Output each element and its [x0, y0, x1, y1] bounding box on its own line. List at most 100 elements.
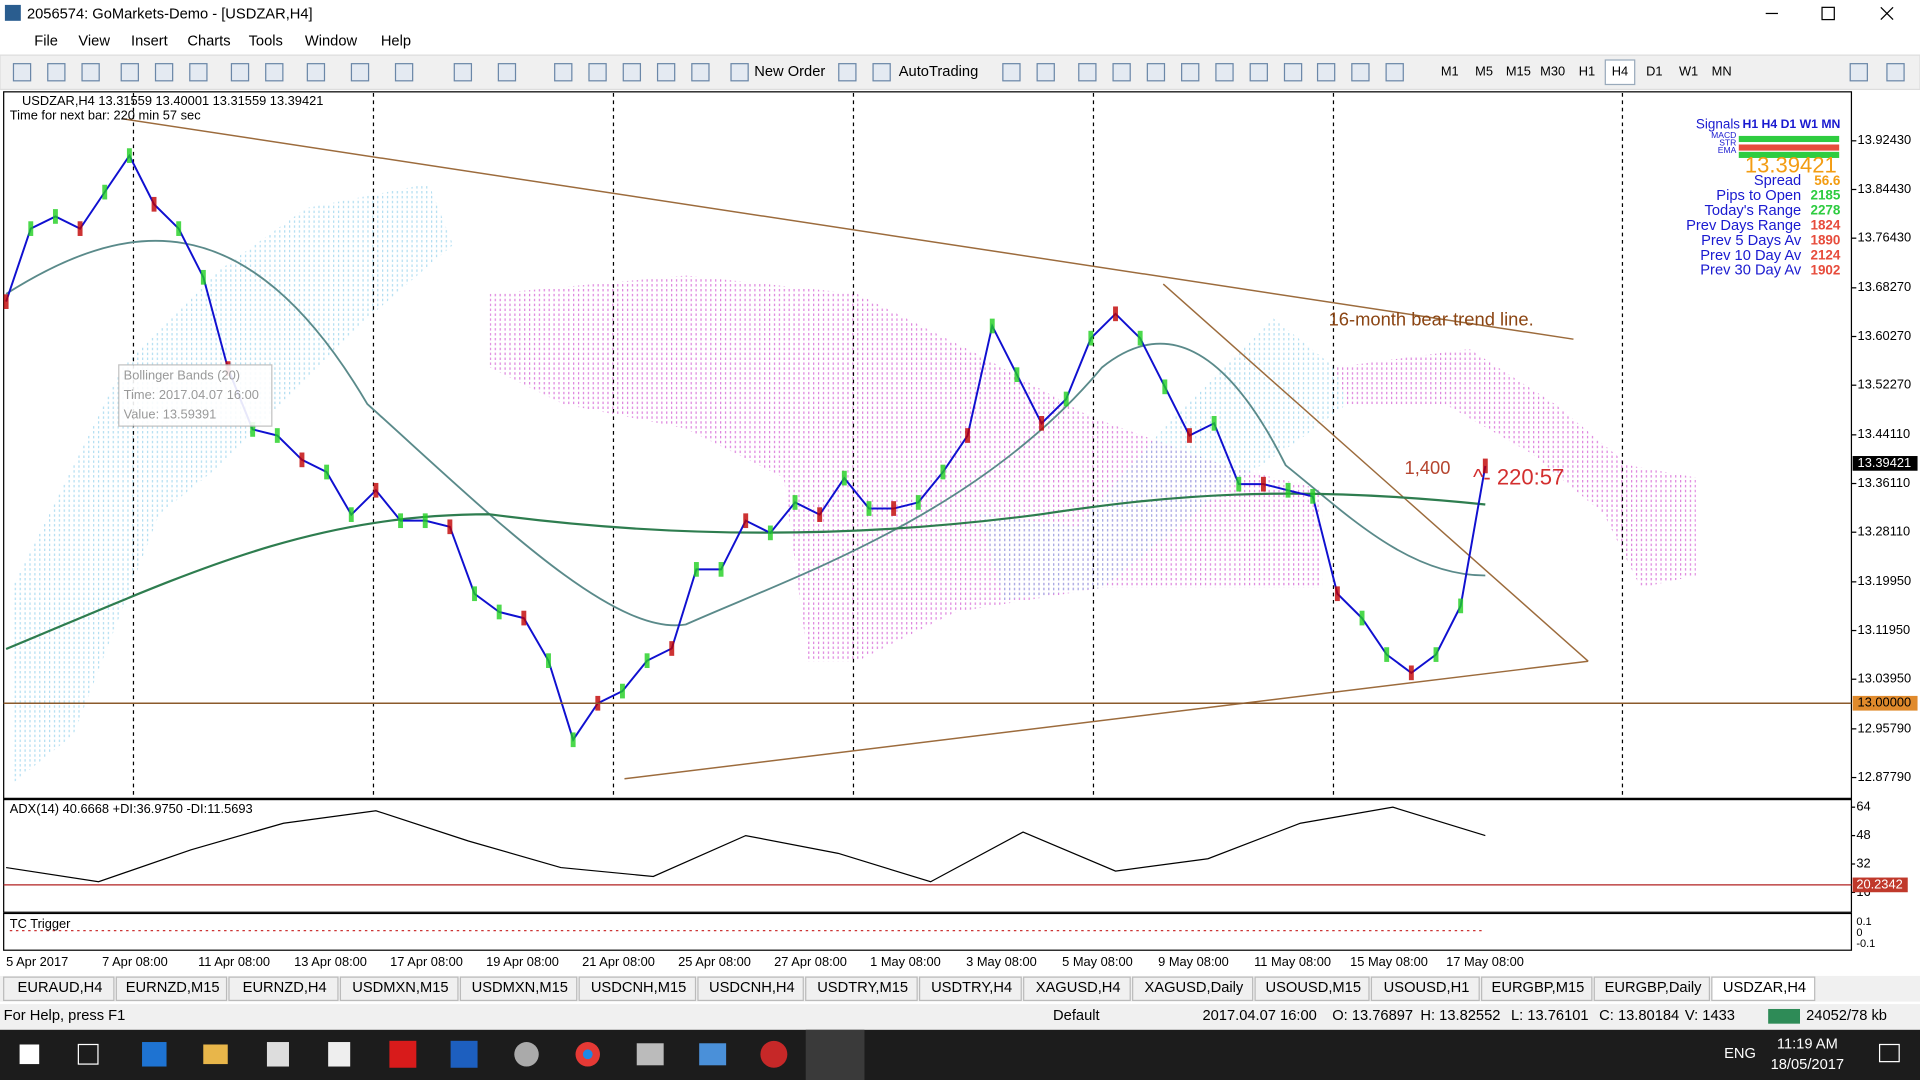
trend-line-label: 16-month bear trend line.	[1329, 309, 1534, 330]
tool-icon[interactable]	[453, 63, 473, 82]
tab[interactable]	[1593, 976, 1710, 1002]
tool-icon[interactable]	[554, 63, 573, 82]
tab[interactable]	[339, 976, 459, 1002]
timeframe-button[interactable]: M1	[1441, 64, 1459, 79]
tool-icon[interactable]	[1078, 63, 1097, 82]
tab-label[interactable]: EURGBP,M15	[1492, 980, 1585, 996]
tab-label[interactable]: EURNZD,M15	[126, 980, 220, 996]
tool-icon[interactable]	[1849, 63, 1868, 82]
tool-icon[interactable]	[872, 63, 891, 82]
tool-icon[interactable]	[1036, 63, 1055, 82]
menu-item[interactable]: Charts	[187, 34, 230, 50]
tool-icon[interactable]	[350, 63, 370, 82]
tool-icon[interactable]	[154, 63, 174, 82]
tool-icon[interactable]	[622, 63, 642, 82]
menu-item[interactable]: Window	[305, 34, 358, 50]
timeframe-button[interactable]: H4	[1612, 64, 1628, 79]
tab[interactable]	[1254, 976, 1370, 1002]
menu-item[interactable]: View	[78, 34, 110, 50]
tab-label[interactable]: EURAUD,H4	[18, 980, 103, 996]
window-controls[interactable]	[1765, 6, 1894, 21]
tab[interactable]	[3, 976, 115, 1002]
price-tick-label: 13.36110	[1858, 475, 1911, 490]
tool-icon[interactable]	[1249, 63, 1268, 82]
status-high: H: 13.82552	[1420, 1008, 1500, 1024]
tab-label[interactable]: USDTRY,M15	[817, 980, 908, 996]
tab-label[interactable]: EURNZD,H4	[243, 980, 327, 996]
candle	[28, 221, 34, 236]
tab[interactable]	[697, 976, 804, 1002]
tool-icon[interactable]	[730, 63, 749, 82]
tool-icon[interactable]	[1385, 63, 1404, 82]
tab[interactable]	[1370, 976, 1480, 1002]
tool-icon[interactable]	[394, 63, 414, 82]
candle	[965, 428, 971, 443]
tool-icon[interactable]	[265, 63, 284, 82]
tab[interactable]	[1132, 976, 1254, 1002]
tool-icon[interactable]	[189, 63, 208, 82]
menu-item[interactable]: File	[34, 34, 58, 50]
tool-icon[interactable]	[497, 63, 517, 82]
tool-icon[interactable]	[691, 63, 710, 82]
tab[interactable]	[228, 976, 339, 1002]
menu-item[interactable]: Insert	[131, 34, 168, 50]
tool-icon[interactable]	[47, 63, 66, 82]
tab[interactable]	[578, 976, 697, 1002]
menu-item[interactable]: Help	[381, 34, 411, 50]
toolbar-button[interactable]: New Order	[754, 64, 825, 80]
tool-icon[interactable]	[1215, 63, 1234, 82]
tab[interactable]	[918, 976, 1022, 1002]
tool-icon[interactable]	[1002, 63, 1021, 82]
timeframe-button[interactable]: M15	[1506, 64, 1531, 79]
timeframe-button[interactable]: M5	[1475, 64, 1493, 79]
tool-icon[interactable]	[1351, 63, 1370, 82]
tool-icon[interactable]	[1181, 63, 1200, 82]
tab-label[interactable]: USDCNH,H4	[709, 980, 795, 996]
toolbar-icons[interactable]	[12, 63, 1905, 82]
toolbar-button[interactable]: AutoTrading	[899, 64, 978, 80]
tool-icon[interactable]	[120, 63, 139, 82]
tool-icon[interactable]	[230, 63, 250, 82]
adx-level-box	[1852, 877, 1908, 893]
tool-icon[interactable]	[1886, 63, 1905, 82]
menu-item[interactable]: Tools	[249, 34, 283, 50]
timeframe-button[interactable]: D1	[1646, 64, 1662, 79]
tool-icon[interactable]	[1283, 63, 1303, 82]
tab-label[interactable]: USDMXN,M15	[472, 980, 568, 996]
tab-label[interactable]: USOUSD,H1	[1384, 980, 1470, 996]
info-value: 1890	[1810, 233, 1840, 248]
timeframe-button[interactable]: H1	[1579, 64, 1595, 79]
tool-icon[interactable]	[306, 63, 326, 82]
status-help: For Help, press F1	[4, 1008, 126, 1024]
timeframe-active[interactable]	[1604, 59, 1636, 86]
tab-label[interactable]: XAGUSD,H4	[1036, 980, 1121, 996]
tool-icon[interactable]	[1146, 63, 1166, 82]
timeframe-button[interactable]: MN	[1712, 64, 1732, 79]
tab-label[interactable]: USDTRY,H4	[931, 980, 1012, 996]
tool-icon[interactable]	[656, 63, 676, 82]
tool-icon[interactable]	[838, 63, 857, 82]
timeframe-button[interactable]: W1	[1679, 64, 1698, 79]
candle	[52, 209, 58, 224]
tab-label[interactable]: USDMXN,M15	[352, 980, 448, 996]
tool-icon[interactable]	[81, 63, 100, 82]
tab[interactable]	[115, 976, 228, 1002]
tab[interactable]	[1481, 976, 1593, 1002]
tool-icon[interactable]	[12, 63, 32, 82]
tool-icon[interactable]	[588, 63, 607, 82]
tab-label[interactable]: USDCNH,M15	[591, 980, 686, 996]
time-label: 15 May 08:00	[1350, 954, 1428, 969]
tab[interactable]	[459, 976, 578, 1002]
timeframe-button[interactable]: M30	[1540, 64, 1565, 79]
tab-label[interactable]: USOUSD,M15	[1266, 980, 1362, 996]
tab-label[interactable]: USDZAR,H4	[1723, 980, 1806, 996]
tab[interactable]	[805, 976, 918, 1002]
tab[interactable]	[1023, 976, 1131, 1002]
tab-label[interactable]: XAGUSD,Daily	[1144, 980, 1243, 996]
tab-label[interactable]: EURGBP,Daily	[1605, 980, 1703, 996]
tool-icon[interactable]	[1112, 63, 1131, 82]
tool-icon[interactable]	[1316, 63, 1336, 82]
price-tick-label: 13.68270	[1858, 279, 1912, 294]
tab-active[interactable]	[1711, 976, 1816, 1002]
taskbar-icons[interactable]	[19, 1029, 1900, 1080]
